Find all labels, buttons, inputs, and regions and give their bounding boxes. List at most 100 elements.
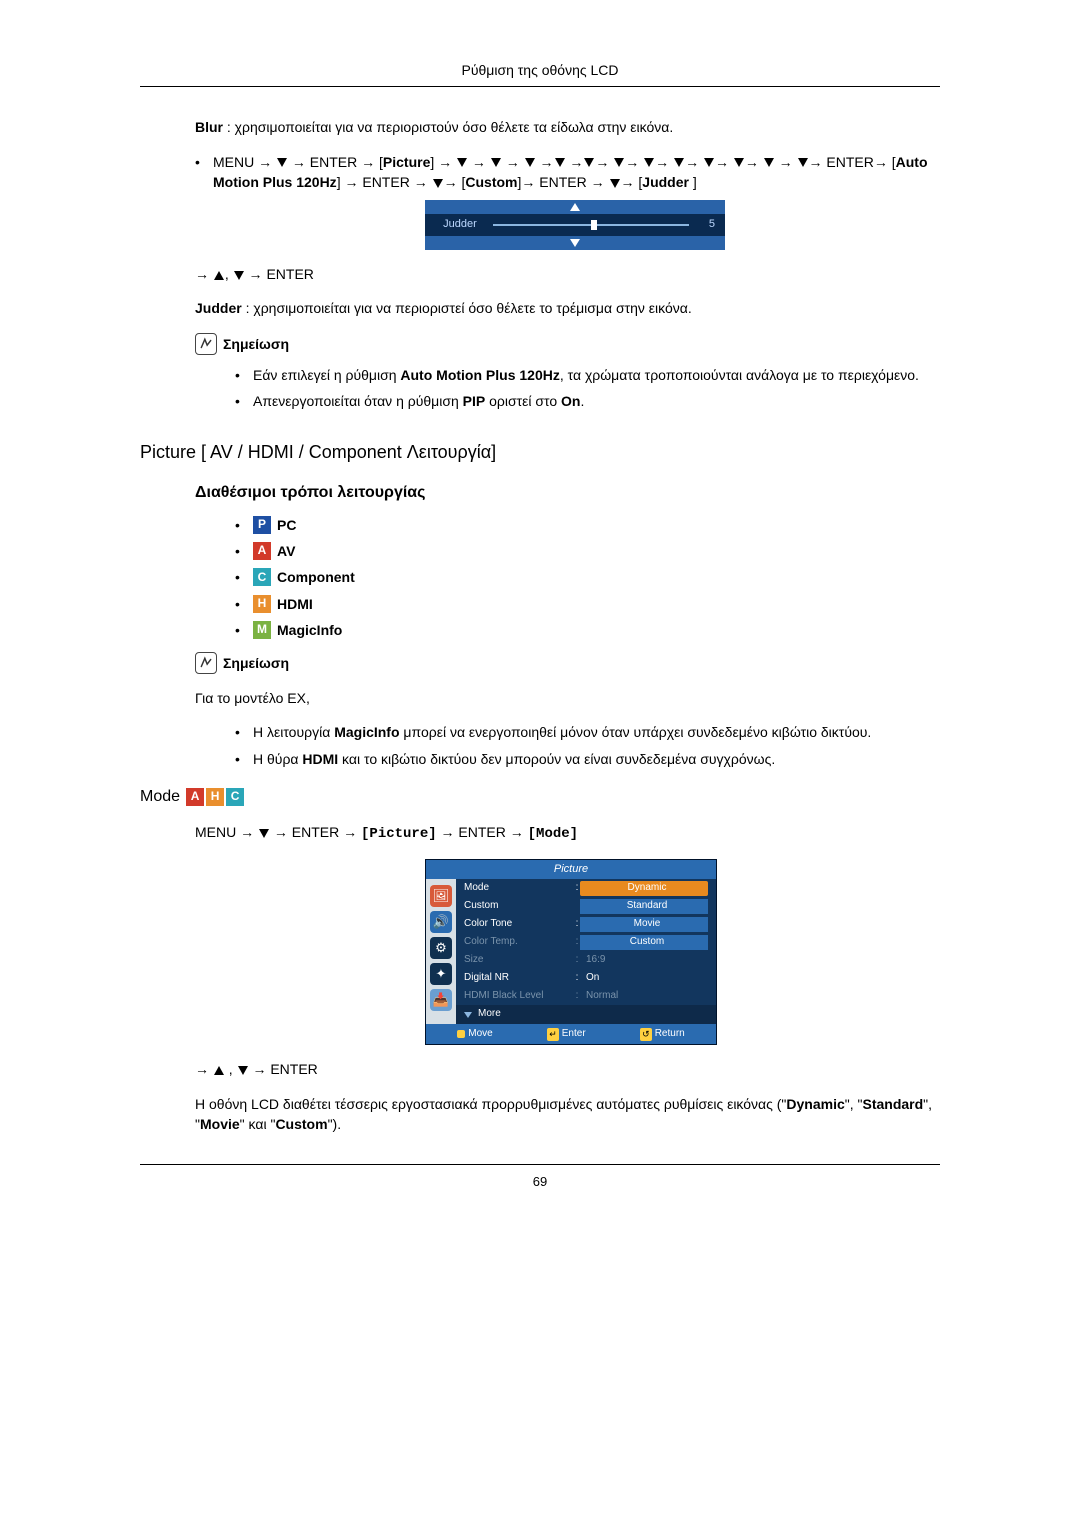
bullet-dot: • <box>235 541 253 561</box>
movie-kw: Movie <box>200 1116 240 1132</box>
osd-row-hdmi: HDMI Black Level: Normal <box>456 987 716 1005</box>
osd-icon-col: 🖼 🔊 ⚙ ✦ 📥 <box>426 879 456 1024</box>
t: → ENTER <box>245 266 314 282</box>
osd-more: More <box>456 1005 716 1024</box>
t: → [ <box>444 174 466 190</box>
rule-bottom <box>140 1164 940 1165</box>
down-icon <box>610 179 620 188</box>
pip-kw: PIP <box>463 393 486 409</box>
osd-rows: Mode: Dynamic Standard Custom Movie Colo… <box>456 879 716 1024</box>
t: → ENTER → [ <box>288 154 383 170</box>
bullet-dot: • <box>235 365 253 385</box>
mode-badges: A H C <box>186 788 246 806</box>
osd-val: Normal <box>580 989 708 1004</box>
t: [Mode] <box>528 826 578 842</box>
down-icon <box>525 158 535 167</box>
note1-bullet-b: • Απενεργοποιείται όταν η ρύθμιση PIP ορ… <box>235 391 940 411</box>
t: " και " <box>240 1116 276 1132</box>
badge-h-icon: H <box>206 788 224 806</box>
ex-note: Για το μοντέλο EX, <box>195 688 940 708</box>
slider-thumb <box>591 220 597 230</box>
badge-a-icon: A <box>186 788 204 806</box>
slider-label: Judder <box>435 217 485 233</box>
mode-m-badge-icon: M <box>253 621 271 639</box>
osd-row-mode: Mode: Dynamic <box>456 879 716 897</box>
more-label: More <box>478 1007 501 1022</box>
foot-enter: ↵Enter <box>547 1027 585 1042</box>
up-icon <box>214 1066 224 1075</box>
down-triangle-icon <box>570 239 580 247</box>
t: οριστεί στο <box>485 393 561 409</box>
judder-para: Judder : χρησιμοποιείται για να περιορισ… <box>195 298 940 318</box>
bullet-dot: • <box>235 722 253 742</box>
final-para: Η οθόνη LCD διαθέτει τέσσερις εργοστασια… <box>195 1094 940 1135</box>
mode-c-badge-icon: C <box>253 568 271 586</box>
custom-kw: Custom <box>275 1116 327 1132</box>
page-number: 69 <box>140 1173 940 1192</box>
t: ", " <box>845 1096 863 1112</box>
ex-bullet-2: • Η θύρα HDMI και το κιβώτιο δικτύου δεν… <box>235 749 940 769</box>
judder-kw: Judder <box>642 174 689 190</box>
judder-slider-osd: Judder 5 <box>425 200 725 250</box>
down-icon <box>584 158 594 167</box>
t: Εάν επιλεγεί η ρύθμιση <box>253 367 400 383</box>
t: ]→ ENTER → <box>518 174 609 190</box>
mode-row: C Component <box>253 567 940 587</box>
down-icon <box>644 158 654 167</box>
osd-option: Movie <box>580 917 708 932</box>
bullet-text: Απενεργοποιείται όταν η ρύθμιση PIP ορισ… <box>253 391 940 411</box>
magicinfo-kw: MagicInfo <box>334 724 399 740</box>
standard-kw: Standard <box>862 1096 923 1112</box>
page-header: Ρύθμιση της οθόνης LCD <box>140 60 940 80</box>
mode-heading-text: Mode <box>140 785 180 808</box>
osd-key: Size <box>464 953 574 968</box>
t: , τα χρώματα τροποποιούνται ανάλογα με τ… <box>560 367 919 383</box>
bullet-dot: • <box>235 620 253 640</box>
mode-item-hdmi: • H HDMI <box>235 594 940 614</box>
picture-kw: Picture <box>383 154 430 170</box>
mode-item-av: • A AV <box>235 541 940 561</box>
picture-osd-menu: Picture 🖼 🔊 ⚙ ✦ 📥 Mode: Dynamic Standard… <box>425 859 717 1046</box>
blur-para: Blur : χρησιμοποιείται για να περιοριστο… <box>195 117 940 137</box>
down-icon <box>798 158 808 167</box>
osd-key: HDMI Black Level <box>464 989 574 1004</box>
bullet-dot: • <box>235 515 253 535</box>
t: ] → ENTER → <box>337 174 432 190</box>
bullet-dot: • <box>235 567 253 587</box>
t: "). <box>328 1116 342 1132</box>
t: Η οθόνη LCD διαθέτει τέσσερις εργοστασια… <box>195 1096 786 1112</box>
mode-heading: Mode A H C <box>140 785 940 808</box>
up-icon <box>214 271 224 280</box>
key-icon <box>457 1030 465 1038</box>
judder-label: Judder <box>195 300 242 316</box>
judder-text: : χρησιμοποιείται για να περιοριστεί όσο… <box>242 300 692 316</box>
blur-label: Blur <box>195 119 223 135</box>
note-heading-2: Σημείωση <box>195 652 940 674</box>
bullet-dot: • <box>195 152 213 193</box>
bullet-text: Εάν επιλεγεί η ρύθμιση Auto Motion Plus … <box>253 365 940 385</box>
mode-a-badge-icon: A <box>253 542 271 560</box>
picture-section-heading: Picture [ AV / HDMI / Component Λειτουργ… <box>140 439 940 465</box>
mode-item-pc: • P PC <box>235 515 940 535</box>
osd-key: Custom <box>464 899 574 914</box>
available-modes-heading: Διαθέσιμοι τρόποι λειτουργίας <box>195 481 940 504</box>
down-icon <box>238 1066 248 1075</box>
t: → ENTER → <box>437 824 528 840</box>
t: ] → <box>430 154 456 170</box>
bullet-dot: • <box>235 749 253 769</box>
mode-label: HDMI <box>277 594 313 614</box>
mode-label: AV <box>277 541 295 561</box>
osd-option: Custom <box>580 935 708 950</box>
t: . <box>581 393 585 409</box>
bullet-text: Η λειτουργία MagicInfo μπορεί να ενεργοπ… <box>253 722 940 742</box>
mode-p-badge-icon: P <box>253 516 271 534</box>
osd-cat-icon: 🖼 <box>430 885 452 907</box>
t: Return <box>655 1027 685 1042</box>
key-icon: ↵ <box>547 1028 559 1041</box>
t: και το κιβώτιο δικτύου δεν μπορούν να εί… <box>338 751 775 767</box>
mode-h-badge-icon: H <box>253 595 271 613</box>
osd-option: Standard <box>580 899 708 914</box>
mode-row: H HDMI <box>253 594 940 614</box>
down-icon <box>674 158 684 167</box>
t: Η θύρα <box>253 751 302 767</box>
